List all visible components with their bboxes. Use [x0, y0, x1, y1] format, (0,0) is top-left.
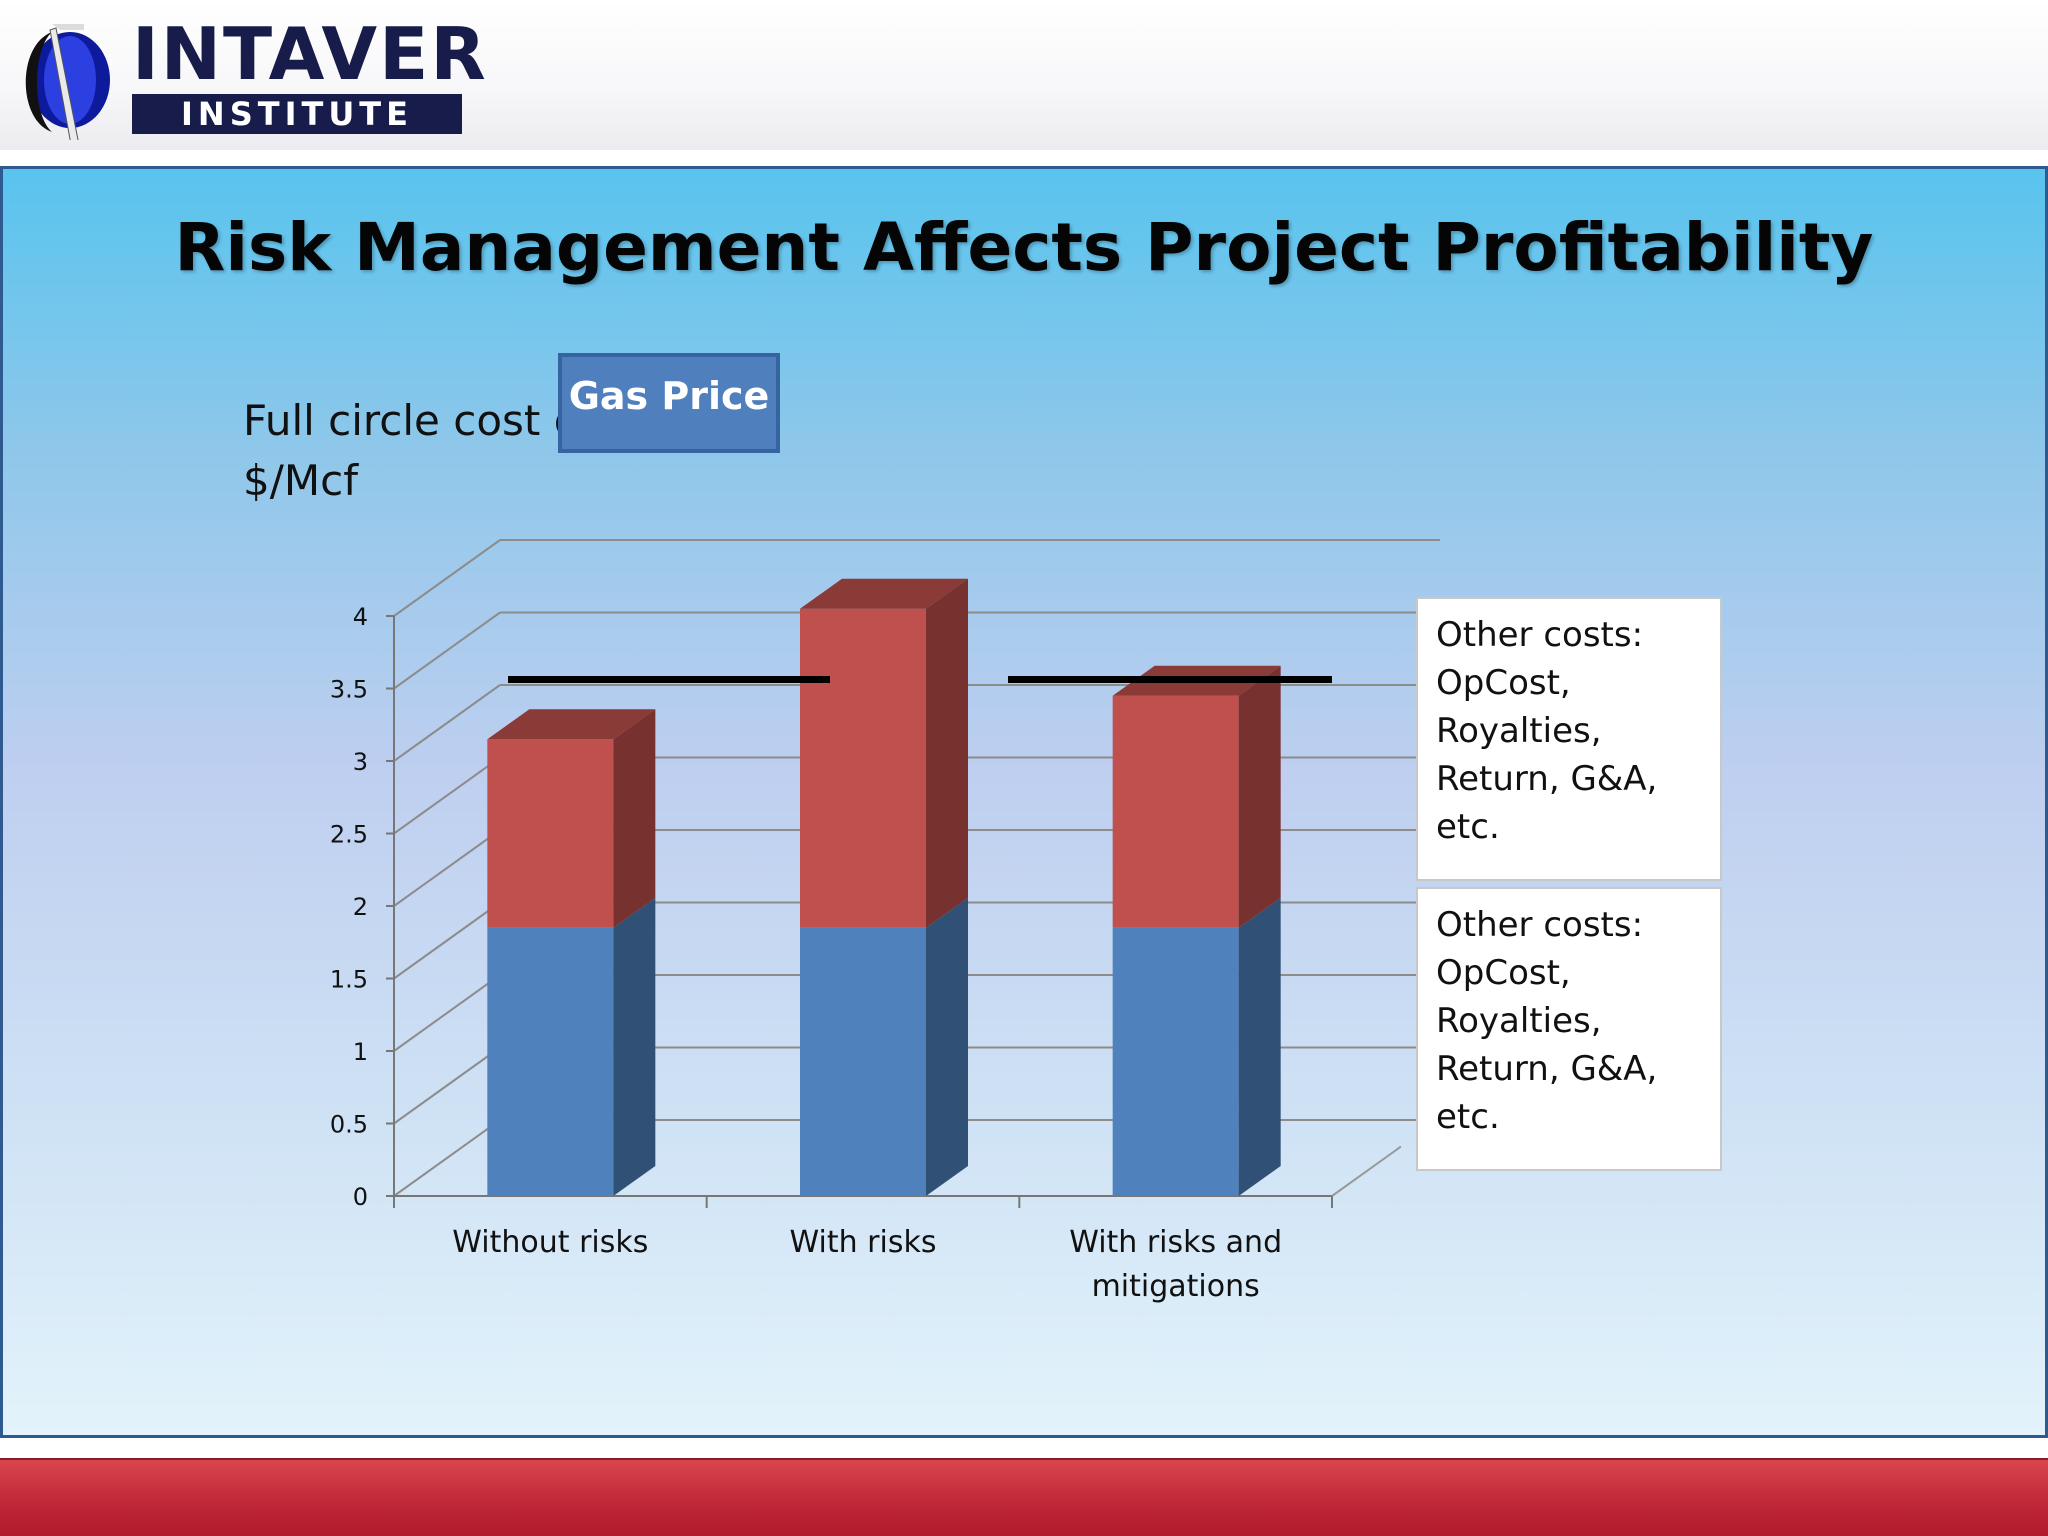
bar-segment-side: [613, 897, 656, 1196]
gas-price-label: Gas Price: [558, 353, 780, 453]
y-tick-label: 0: [353, 1183, 368, 1211]
y-tick-label: 3: [353, 748, 368, 776]
gridline-side: [393, 1046, 501, 1125]
legend-box-top: Other costs: OpCost, Royalties, Return, …: [1416, 597, 1722, 881]
bar-segment-side: [926, 578, 968, 928]
bar-segment-front: [1112, 927, 1239, 1196]
y-tick-label: 2.5: [330, 821, 368, 849]
bar-segment-side: [926, 897, 968, 1196]
gridline-side: [393, 1119, 501, 1197]
gridline-side: [393, 756, 501, 835]
bar-segment-front: [800, 608, 926, 928]
header: INTAVER INSTITUTE: [0, 0, 2048, 150]
bar-segment-front: [487, 739, 614, 928]
slide-title: Risk Management Affects Project Profitab…: [174, 209, 1874, 286]
y-tick-label: 1.5: [330, 966, 368, 994]
x-tick-label: With risks and: [1069, 1225, 1282, 1260]
floor-edge: [1331, 1145, 1402, 1197]
x-tick-label: Without risks: [452, 1225, 648, 1260]
y-tick-label: 3.5: [330, 676, 368, 704]
bar-segment-side: [1238, 665, 1281, 928]
y-tick-label: 0.5: [330, 1111, 368, 1139]
logo-word-bottom: INSTITUTE: [132, 94, 462, 134]
footer-band: [0, 1460, 2048, 1536]
footer-divider: [0, 1458, 2048, 1460]
gridline-side: [393, 611, 501, 690]
y-tick-label: 2: [353, 893, 368, 921]
x-tick-label: With risks: [790, 1225, 937, 1260]
legend-box-bottom: Other costs: OpCost, Royalties, Return, …: [1416, 887, 1722, 1171]
gridline-side: [393, 829, 501, 907]
y-tick-label: 4: [353, 603, 368, 631]
bar-segment-top: [800, 578, 968, 609]
gridline-side: [393, 684, 501, 762]
logo-wordmark: INTAVER INSTITUTE: [132, 18, 488, 134]
x-tick-label: mitigations: [1092, 1269, 1260, 1304]
y-axis-title-line2: $/Mcf: [243, 456, 358, 505]
gridline-side: [393, 539, 501, 617]
bar-segment-side: [1238, 897, 1281, 1196]
gridline-side: [393, 901, 501, 980]
gridline-side: [393, 974, 501, 1052]
bar-segment-front: [1112, 695, 1239, 928]
bar-segment-top: [487, 709, 656, 740]
bar-segment-front: [800, 927, 926, 1196]
intaver-logo-icon: [25, 24, 110, 140]
bar-segment-front: [487, 927, 614, 1196]
y-tick-label: 1: [353, 1038, 368, 1066]
bar-segment-side: [613, 709, 656, 928]
logo-word-top: INTAVER: [132, 12, 488, 96]
